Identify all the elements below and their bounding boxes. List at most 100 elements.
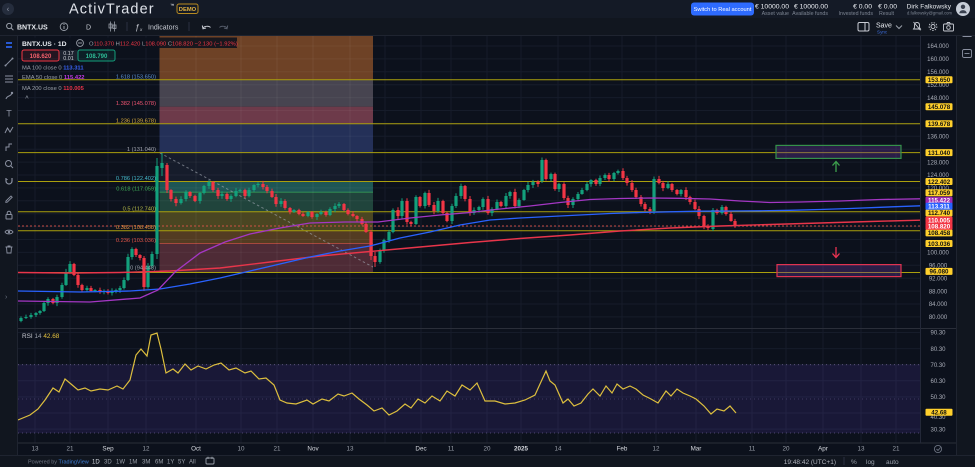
- svg-text:103.036: 103.036: [928, 241, 951, 248]
- svg-text:Nov: Nov: [307, 446, 319, 453]
- svg-text:152.000: 152.000: [927, 83, 949, 89]
- svg-text:160.000: 160.000: [927, 57, 949, 63]
- svg-text:MA 100 close 0 113.311: MA 100 close 0 113.311: [22, 65, 84, 71]
- svg-text:ƒ: ƒ: [135, 23, 140, 32]
- svg-text:Mar: Mar: [691, 446, 702, 453]
- svg-text:x: x: [139, 27, 143, 32]
- svg-text:112.740: 112.740: [928, 210, 951, 217]
- svg-text:42.68: 42.68: [931, 410, 947, 417]
- svg-text:€ 0.00: € 0.00: [878, 4, 897, 11]
- svg-text:D: D: [86, 25, 91, 32]
- svg-text:O110.370 H112.420 L108.090 C10: O110.370 H112.420 L108.090 C108.820 −2.1…: [89, 42, 238, 48]
- svg-text:124.000: 124.000: [927, 173, 949, 179]
- svg-text:12: 12: [652, 446, 660, 453]
- svg-text:Indicators: Indicators: [148, 25, 179, 32]
- svg-text:108.820: 108.820: [928, 224, 951, 231]
- svg-text:108.620: 108.620: [30, 54, 52, 60]
- svg-text:‹: ‹: [7, 5, 10, 14]
- svg-text:2025: 2025: [514, 446, 529, 453]
- svg-text:122.402: 122.402: [928, 179, 951, 186]
- svg-text:80.000: 80.000: [929, 315, 948, 321]
- svg-text:auto: auto: [886, 459, 899, 466]
- svg-text:%: %: [851, 459, 857, 466]
- svg-text:90.30: 90.30: [930, 331, 946, 337]
- svg-text:RSI 14 42.68: RSI 14 42.68: [22, 333, 60, 340]
- svg-text:115.422: 115.422: [928, 198, 951, 205]
- svg-text:21: 21: [892, 446, 900, 453]
- svg-text:108.790: 108.790: [86, 54, 108, 60]
- svg-text:13: 13: [857, 446, 865, 453]
- svg-text:0.236 (103.036): 0.236 (103.036): [116, 238, 156, 244]
- svg-text:70.30: 70.30: [930, 363, 946, 369]
- svg-text:153.650: 153.650: [928, 77, 951, 84]
- svg-text:13: 13: [31, 446, 39, 453]
- svg-text:1Y: 1Y: [167, 460, 174, 466]
- svg-text:€ 10000.00: € 10000.00: [755, 4, 789, 11]
- svg-text:EMA 50 close 0 115.422: EMA 50 close 0 115.422: [22, 75, 85, 81]
- svg-text:88.000: 88.000: [929, 289, 948, 295]
- svg-text:Result: Result: [879, 11, 895, 17]
- svg-text:110.005: 110.005: [928, 217, 951, 224]
- svg-text:All: All: [189, 460, 196, 466]
- svg-text:139.678: 139.678: [928, 121, 951, 128]
- svg-text:Save: Save: [876, 23, 892, 30]
- svg-text:19:48:42 (UTC+1): 19:48:42 (UTC+1): [784, 459, 836, 466]
- svg-text:0.382 (108.458): 0.382 (108.458): [116, 225, 156, 231]
- svg-text:117.059: 117.059: [928, 190, 951, 197]
- svg-text:13: 13: [346, 446, 354, 453]
- svg-text:6M: 6M: [155, 460, 163, 466]
- svg-text:113.311: 113.311: [928, 204, 950, 211]
- svg-text:20: 20: [483, 446, 491, 453]
- svg-text:BNTX.US: BNTX.US: [17, 25, 48, 32]
- svg-text:™: ™: [170, 3, 175, 8]
- svg-text:156.000: 156.000: [927, 70, 949, 76]
- svg-text:10: 10: [237, 446, 245, 453]
- svg-text:11: 11: [749, 446, 756, 453]
- svg-text:100.000: 100.000: [927, 251, 949, 257]
- svg-text:50.30: 50.30: [930, 395, 946, 401]
- svg-text:˄: ˄: [25, 95, 29, 102]
- svg-text:21: 21: [66, 446, 74, 453]
- svg-text:1W: 1W: [116, 460, 125, 466]
- svg-text:96.000: 96.000: [929, 264, 948, 270]
- svg-text:0.5 (112.740): 0.5 (112.740): [123, 206, 157, 212]
- svg-text:40.30: 40.30: [930, 415, 946, 421]
- svg-text:108.458: 108.458: [928, 230, 951, 237]
- svg-text:0.618 (117.059): 0.618 (117.059): [116, 187, 156, 193]
- svg-text:log: log: [866, 459, 875, 466]
- svg-text:MA 200 close 0 110.005: MA 200 close 0 110.005: [22, 86, 85, 92]
- svg-text:1.382 (145.078): 1.382 (145.078): [116, 101, 156, 107]
- svg-text:Sync: Sync: [877, 30, 888, 35]
- svg-text:96.080: 96.080: [930, 269, 949, 276]
- svg-text:1D: 1D: [92, 460, 100, 466]
- svg-text:ActivTrader: ActivTrader: [69, 2, 155, 18]
- svg-text:Apr: Apr: [818, 446, 828, 453]
- svg-text:Oct: Oct: [191, 446, 201, 453]
- svg-text:1M: 1M: [129, 460, 137, 466]
- svg-text:11: 11: [448, 446, 455, 453]
- svg-text:Sep: Sep: [102, 446, 114, 453]
- svg-text:128.000: 128.000: [927, 160, 949, 166]
- svg-text:1.236 (139.678): 1.236 (139.678): [116, 118, 156, 124]
- svg-text:136.000: 136.000: [927, 135, 949, 141]
- svg-text:Available funds: Available funds: [792, 11, 828, 17]
- svg-text:T: T: [6, 109, 12, 119]
- svg-text:Switch to Real account: Switch to Real account: [694, 7, 752, 13]
- svg-text:92.000: 92.000: [929, 276, 948, 282]
- svg-text:0.786 (122.402): 0.786 (122.402): [116, 176, 156, 182]
- svg-text:DEMO: DEMO: [179, 7, 197, 13]
- svg-text:BNTX.US · 1D: BNTX.US · 1D: [22, 41, 67, 48]
- svg-text:131.040: 131.040: [928, 150, 951, 157]
- svg-text:164.000: 164.000: [927, 44, 949, 50]
- svg-text:Asset value: Asset value: [762, 11, 789, 17]
- svg-text:1 (131.040): 1 (131.040): [127, 147, 156, 153]
- svg-text:Invested funds: Invested funds: [839, 11, 874, 17]
- svg-text:21: 21: [273, 446, 281, 453]
- svg-text:0.01: 0.01: [63, 56, 74, 62]
- svg-text:20: 20: [782, 446, 790, 453]
- svg-text:84.000: 84.000: [929, 302, 948, 308]
- svg-text:Dec: Dec: [415, 446, 426, 453]
- svg-text:Powered by TradingView: Powered by TradingView: [28, 459, 89, 465]
- svg-text:60.30: 60.30: [930, 379, 946, 385]
- svg-text:80.30: 80.30: [930, 347, 946, 353]
